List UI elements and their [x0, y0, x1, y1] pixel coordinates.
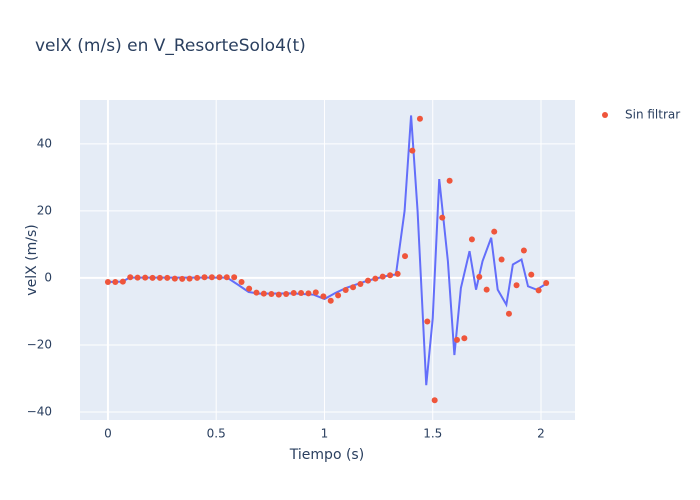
- point: [528, 271, 535, 278]
- point: [327, 297, 334, 304]
- y-tick-label: 0: [44, 270, 52, 284]
- point: [543, 279, 550, 286]
- point: [483, 286, 490, 293]
- point: [171, 275, 178, 282]
- point: [424, 318, 431, 325]
- point: [320, 293, 327, 300]
- x-tick-label: 0: [104, 427, 112, 441]
- legend-swatch: [602, 112, 608, 118]
- point: [268, 291, 275, 298]
- point: [149, 274, 156, 281]
- point: [208, 274, 215, 281]
- point: [223, 274, 230, 281]
- point: [134, 274, 141, 281]
- point: [216, 274, 223, 281]
- point: [179, 275, 186, 282]
- point: [119, 278, 126, 285]
- point: [290, 290, 297, 297]
- point: [275, 291, 282, 298]
- point: [164, 274, 171, 281]
- x-tick-label: 2: [537, 427, 545, 441]
- point: [402, 253, 409, 260]
- point: [476, 273, 483, 280]
- point: [431, 397, 438, 404]
- point: [201, 274, 208, 281]
- point: [491, 228, 498, 235]
- point: [260, 290, 267, 297]
- plot-area: [80, 100, 575, 420]
- point: [186, 275, 193, 282]
- point: [312, 289, 319, 296]
- point: [112, 278, 119, 285]
- y-tick-label: −20: [27, 337, 52, 351]
- point: [238, 278, 245, 285]
- chart-title: velX (m/s) en V_ResorteSolo4(t): [35, 36, 306, 56]
- y-axis-title: velX (m/s): [24, 224, 40, 295]
- point: [409, 147, 416, 154]
- point: [142, 274, 149, 281]
- point: [372, 275, 379, 282]
- point: [298, 290, 305, 297]
- point: [104, 278, 111, 285]
- x-axis-title: Tiempo (s): [289, 447, 364, 463]
- point: [468, 236, 475, 243]
- point: [439, 214, 446, 221]
- x-tick-label: 1.5: [423, 427, 442, 441]
- point: [357, 280, 364, 287]
- point: [387, 272, 394, 279]
- point: [335, 292, 342, 299]
- y-tick-label: −40: [27, 404, 52, 418]
- point: [246, 285, 253, 292]
- x-tick-label: 0.5: [207, 427, 226, 441]
- point: [505, 310, 512, 317]
- point: [461, 335, 468, 342]
- point: [305, 290, 312, 297]
- point: [342, 286, 349, 293]
- point: [194, 274, 201, 281]
- y-tick-label: 20: [37, 203, 52, 217]
- point: [394, 270, 401, 277]
- point: [513, 282, 520, 289]
- point: [520, 247, 527, 254]
- point: [416, 115, 423, 122]
- point: [379, 273, 386, 280]
- point: [535, 287, 542, 294]
- point: [156, 274, 163, 281]
- point: [498, 256, 505, 263]
- point: [350, 284, 357, 291]
- line: [107, 115, 549, 386]
- point: [364, 277, 371, 284]
- point: [127, 274, 134, 281]
- legend-label: Sin filtrar: [625, 108, 680, 122]
- point: [446, 177, 453, 184]
- point: [453, 336, 460, 343]
- x-tick-label: 1: [321, 427, 329, 441]
- point: [231, 274, 238, 281]
- point: [283, 291, 290, 298]
- point: [253, 289, 260, 296]
- y-tick-label: 40: [37, 136, 52, 150]
